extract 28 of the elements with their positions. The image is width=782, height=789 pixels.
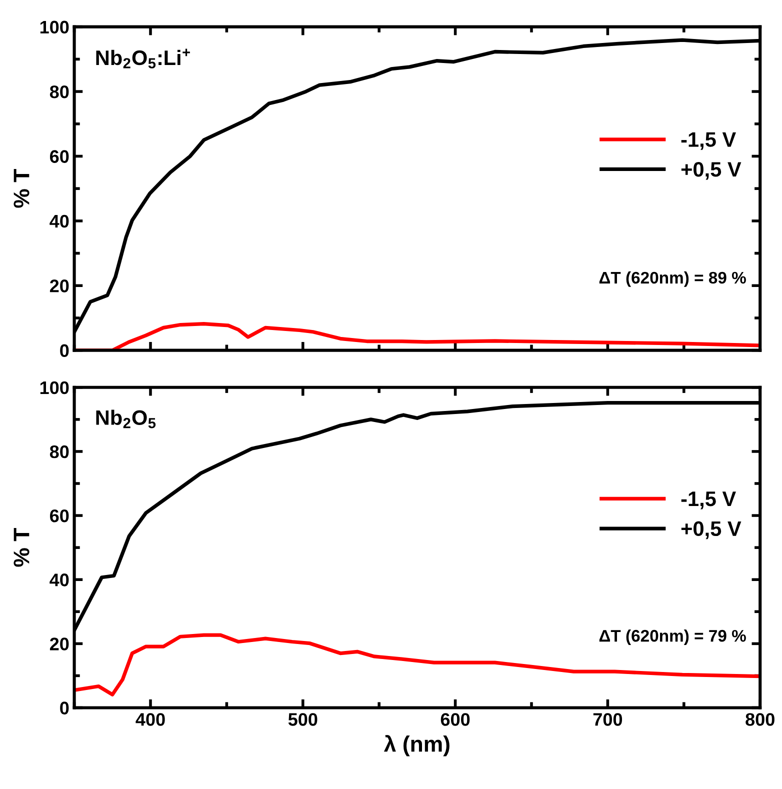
y-tick-label: 40 (50, 214, 69, 228)
x-tick-label: 400 (136, 713, 165, 726)
y-tick-label: 40 (50, 574, 69, 586)
y-tick-label: 20 (50, 638, 69, 650)
x-tick-label: 800 (746, 713, 774, 726)
legend-label: +0,5 V (681, 162, 742, 180)
y-tick-label: 100 (40, 381, 69, 394)
y-tick-label: 80 (50, 445, 69, 458)
x-axis-title: λ (nm) (384, 734, 450, 756)
legend-label: -1,5 V (681, 132, 736, 150)
legend-label: +0,5 V (681, 521, 742, 540)
y-tick-label: 80 (50, 85, 69, 98)
y-axis-title: % T (14, 169, 30, 208)
annotation: ΔT (620nm) = 79 % (599, 629, 746, 646)
y-tick-label: 0 (60, 702, 69, 714)
y-tick-label: 60 (50, 150, 69, 163)
y-tick-label: 60 (50, 509, 69, 522)
y-tick-label: 100 (40, 20, 69, 34)
x-tick-label: 500 (288, 713, 318, 726)
y-axis-title: % T (14, 528, 30, 567)
y-tick-label: 0 (60, 344, 69, 358)
annotation: Nb$_{2}$O$_{5}$:Li$^{+}$ (96, 48, 190, 68)
y-tick-label: 20 (50, 280, 69, 292)
annotation: Nb$_{2}$O$_{5}$ (96, 410, 156, 428)
annotation: ΔT (620nm) = 89 % (599, 271, 746, 287)
legend-label: -1,5 V (681, 492, 736, 510)
x-tick-label: 700 (593, 713, 622, 726)
x-tick-label: 600 (440, 713, 470, 726)
